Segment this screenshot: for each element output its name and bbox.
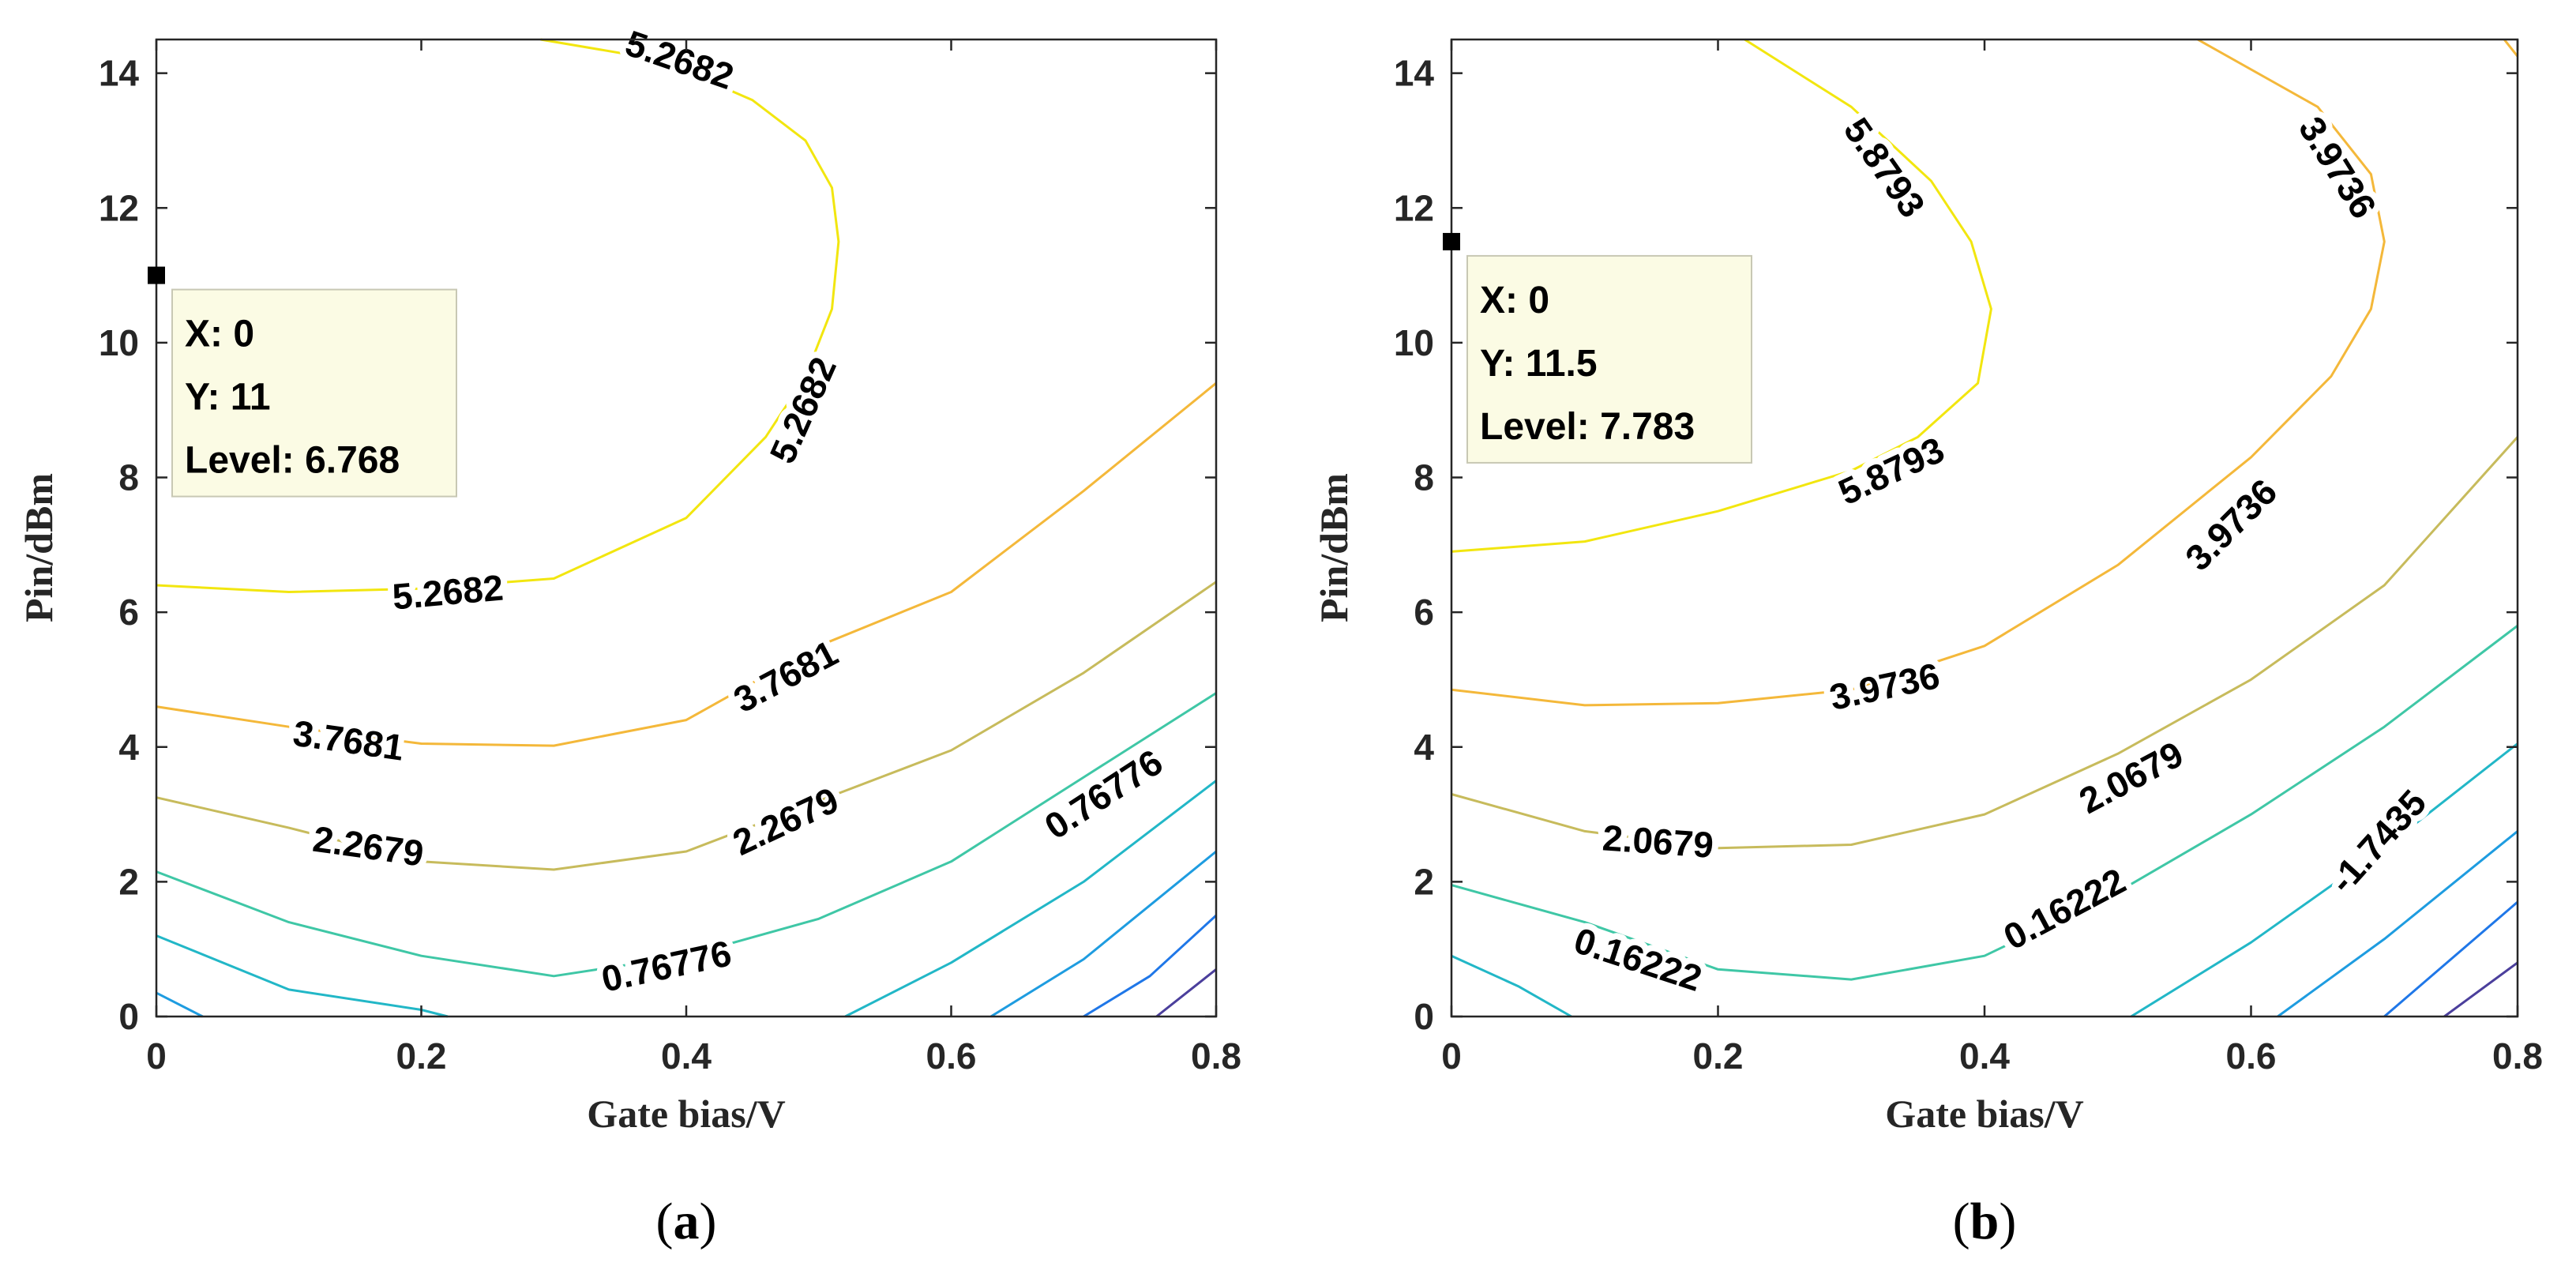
ticks: 0 0.2 0.4 0.6 0.8 0 2 4 6 8 10 12 14 <box>1394 39 2543 1077</box>
contour-line <box>2277 830 2518 1018</box>
contour-lines <box>156 38 1218 1018</box>
datatip-level: Level: 6.768 <box>185 440 400 482</box>
contour-line <box>990 850 1217 1018</box>
x-axis-title: Gate bias/V <box>587 1092 785 1136</box>
contour-line <box>2443 961 2518 1018</box>
contour-line <box>1451 954 1572 1018</box>
caption-letter: b <box>1970 1193 2000 1250</box>
x-axis-title: Gate bias/V <box>1885 1092 2083 1136</box>
datatip-x: X: 0 <box>1480 280 1549 321</box>
plot-area <box>156 39 1216 1017</box>
contour-line <box>156 381 1217 747</box>
y-tick-label: 14 <box>99 53 140 94</box>
contour-line <box>1451 436 2519 850</box>
y-tick-label: 6 <box>118 592 139 633</box>
x-tick-label: 0.2 <box>1693 1035 1744 1077</box>
contour-line <box>156 581 1217 871</box>
y-axis-title: Pin/dBm <box>17 473 61 622</box>
y-tick-label: 10 <box>99 322 139 363</box>
panel-caption: (b) <box>1953 1193 2017 1250</box>
contour-line <box>156 991 204 1018</box>
contour-line <box>156 692 1217 978</box>
x-tick-label: 0.6 <box>2226 1035 2277 1077</box>
datatip-marker <box>1443 232 1460 250</box>
y-tick-label: 12 <box>1394 187 1434 228</box>
y-tick-label: 14 <box>1394 53 1435 94</box>
contour-line <box>1451 38 2386 707</box>
datatip: X: 0 Y: 11.5 Level: 7.783 <box>1443 232 1752 464</box>
y-tick-label: 8 <box>118 457 139 498</box>
y-tick-label: 2 <box>118 861 139 902</box>
caption-open: ( <box>1953 1193 1970 1250</box>
caption-open: ( <box>656 1193 674 1250</box>
contour-line <box>156 38 840 593</box>
datatip-x: X: 0 <box>185 314 254 355</box>
ticks: 0 0.2 0.4 0.6 0.8 0 2 4 6 8 10 12 14 <box>99 39 1241 1077</box>
contour-lines <box>1451 38 2519 1018</box>
x-tick-label: 0 <box>1441 1035 1462 1077</box>
y-tick-label: 8 <box>1414 457 1434 498</box>
caption-close: ) <box>700 1193 717 1250</box>
x-tick-label: 0.2 <box>396 1035 447 1077</box>
contour-line <box>2503 39 2519 58</box>
contour-label: 2.0679 <box>1602 817 1715 866</box>
x-tick-label: 0.4 <box>1959 1035 2010 1077</box>
contour-line <box>156 934 449 1018</box>
contour-line <box>2383 900 2518 1018</box>
contour-line <box>1155 968 1217 1018</box>
y-tick-label: 6 <box>1414 592 1434 633</box>
y-tick-label: 0 <box>118 996 139 1037</box>
y-tick-label: 2 <box>1414 861 1434 902</box>
contour-line <box>1451 38 1992 553</box>
x-tick-label: 0 <box>146 1035 167 1077</box>
datatip-marker <box>148 266 165 284</box>
y-tick-label: 12 <box>99 187 139 228</box>
y-tick-label: 4 <box>118 727 139 768</box>
datatip-level: Level: 7.783 <box>1480 406 1695 448</box>
caption-close: ) <box>1999 1193 2016 1250</box>
x-tick-label: 0.4 <box>661 1035 712 1077</box>
datatip: X: 0 Y: 11 Level: 6.768 <box>148 266 457 498</box>
y-tick-label: 0 <box>1414 996 1434 1037</box>
datatip-box <box>1466 254 1752 464</box>
contour-line <box>1451 625 2518 981</box>
caption-letter: a <box>674 1193 700 1250</box>
y-tick-label: 4 <box>1414 727 1434 768</box>
contour-line <box>844 780 1217 1018</box>
x-tick-label: 0.6 <box>926 1035 977 1077</box>
contour-chart-b: 5.8793 3.97365.87933.97363.97362.06792.06… <box>1312 38 2543 1250</box>
x-tick-label: 0.8 <box>1191 1035 1241 1077</box>
datatip-y: Y: 11 <box>185 377 271 419</box>
y-axis-title: Pin/dBm <box>1312 473 1356 622</box>
x-tick-label: 0.8 <box>2492 1035 2543 1077</box>
datatip-box <box>171 288 457 498</box>
contour-line <box>1083 914 1218 1018</box>
datatip-y: Y: 11.5 <box>1480 343 1598 385</box>
plot-area <box>1451 39 2518 1017</box>
panel-caption: (a) <box>656 1193 717 1250</box>
contour-line <box>2130 742 2518 1018</box>
y-tick-label: 10 <box>1394 322 1434 363</box>
